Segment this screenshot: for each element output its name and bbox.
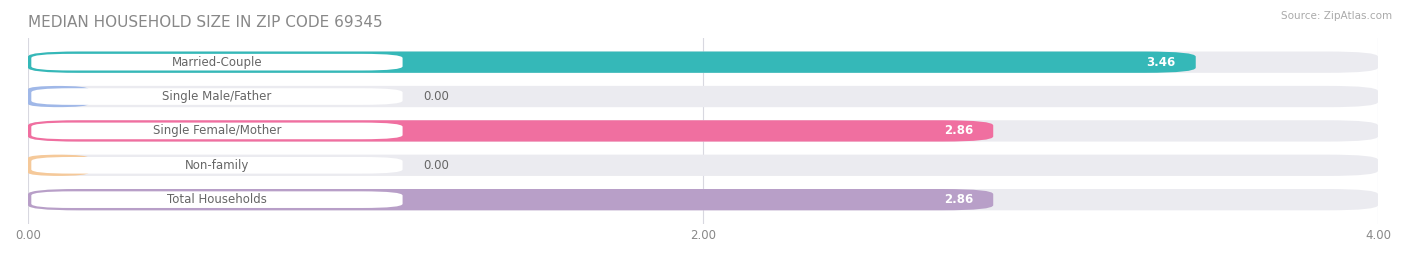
FancyBboxPatch shape [28,120,993,142]
FancyBboxPatch shape [28,51,1378,73]
FancyBboxPatch shape [31,191,402,208]
FancyBboxPatch shape [31,122,402,139]
Text: 0.00: 0.00 [423,159,449,172]
Text: 2.86: 2.86 [943,124,973,137]
Text: Non-family: Non-family [184,159,249,172]
Text: Source: ZipAtlas.com: Source: ZipAtlas.com [1281,11,1392,21]
FancyBboxPatch shape [28,189,1378,210]
FancyBboxPatch shape [28,155,1378,176]
FancyBboxPatch shape [31,88,402,105]
FancyBboxPatch shape [31,54,402,70]
FancyBboxPatch shape [28,155,89,176]
Text: Single Female/Mother: Single Female/Mother [153,124,281,137]
Text: Married-Couple: Married-Couple [172,56,263,69]
Text: 3.46: 3.46 [1146,56,1175,69]
Text: MEDIAN HOUSEHOLD SIZE IN ZIP CODE 69345: MEDIAN HOUSEHOLD SIZE IN ZIP CODE 69345 [28,15,382,30]
FancyBboxPatch shape [28,51,1195,73]
FancyBboxPatch shape [28,86,1378,107]
Text: 2.86: 2.86 [943,193,973,206]
Text: Single Male/Father: Single Male/Father [162,90,271,103]
FancyBboxPatch shape [28,120,1378,142]
FancyBboxPatch shape [31,157,402,174]
FancyBboxPatch shape [28,189,993,210]
Text: Total Households: Total Households [167,193,267,206]
Text: 0.00: 0.00 [423,90,449,103]
FancyBboxPatch shape [28,86,89,107]
